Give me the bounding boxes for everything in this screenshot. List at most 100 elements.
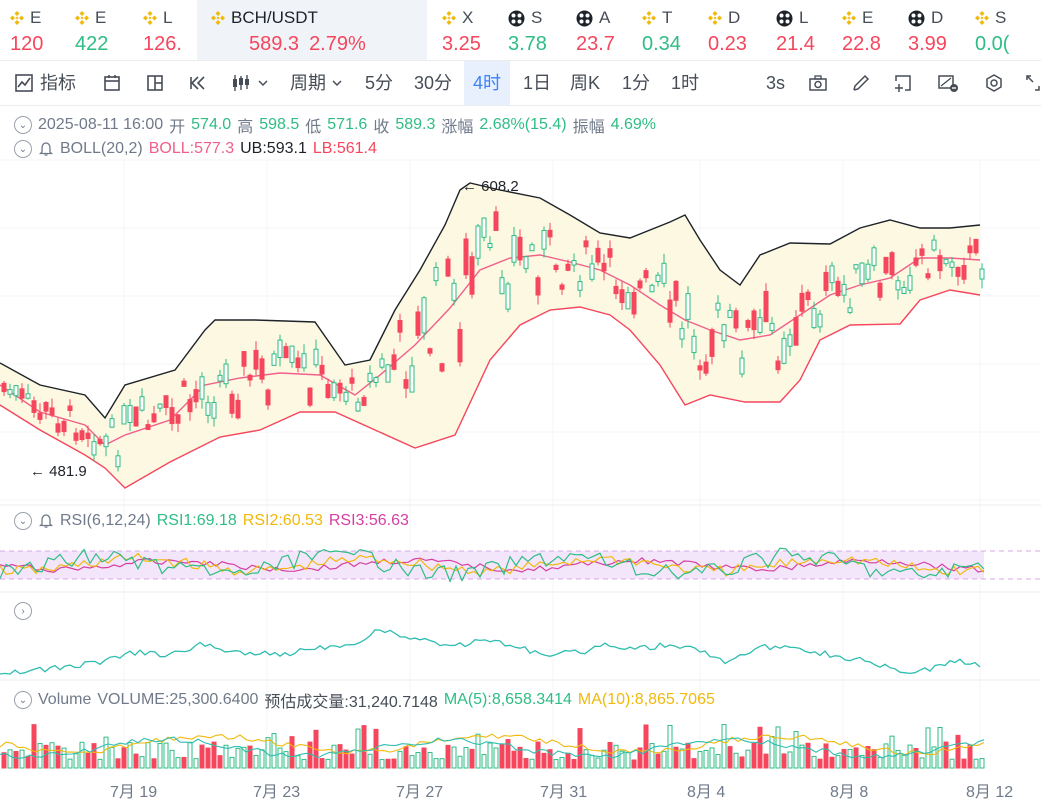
replay-icon[interactable] bbox=[188, 61, 208, 105]
interval-label: 1日 bbox=[523, 73, 552, 93]
bnb-icon bbox=[442, 11, 456, 25]
candle-body bbox=[463, 238, 469, 276]
refresh-rate[interactable]: 3s bbox=[766, 61, 785, 105]
candle-body bbox=[529, 244, 535, 252]
fullscreen-icon[interactable] bbox=[1025, 61, 1041, 105]
candle-body bbox=[403, 379, 409, 389]
interval-1m[interactable]: 1分 bbox=[622, 61, 650, 105]
candle-body bbox=[259, 358, 265, 380]
ticker-item[interactable]: L 126. bbox=[143, 0, 193, 60]
candle-body bbox=[613, 285, 619, 295]
ticker-price: 422 bbox=[75, 33, 109, 55]
candle-body bbox=[163, 395, 169, 409]
rsi-name: RSI(6,12,24) bbox=[60, 512, 151, 529]
volume-bar bbox=[421, 747, 427, 769]
volume-bar bbox=[625, 752, 631, 769]
interval-5m[interactable]: 5分 bbox=[365, 61, 393, 105]
expand-chevron-icon[interactable]: › bbox=[14, 602, 32, 620]
candle-body bbox=[745, 320, 751, 328]
interval-1h[interactable]: 1时 bbox=[671, 61, 699, 105]
ticker-item[interactable]: S 3.78 bbox=[508, 0, 572, 60]
collapse-chevron-icon[interactable]: ⌄ bbox=[14, 140, 32, 158]
volume-bar bbox=[925, 727, 931, 769]
ticker-item[interactable]: D 3.99 bbox=[908, 0, 971, 60]
high-price-value: 608.2 bbox=[481, 178, 519, 195]
add-drawing-icon[interactable] bbox=[893, 61, 913, 105]
collapse-chevron-icon[interactable]: ⌄ bbox=[14, 116, 32, 134]
volume-bar bbox=[331, 744, 337, 769]
candle-body bbox=[637, 280, 643, 289]
settings-icon[interactable] bbox=[984, 61, 1004, 105]
candle-body bbox=[505, 283, 511, 310]
volume-bar bbox=[679, 748, 685, 769]
volume-bar bbox=[853, 747, 859, 769]
clear-drawing-icon[interactable] bbox=[937, 61, 959, 105]
volume-bar bbox=[835, 755, 841, 769]
candle-body bbox=[223, 363, 229, 385]
volume-bar bbox=[31, 724, 37, 769]
ticker-item[interactable]: BCH/USDT 589.3 2.79% bbox=[197, 0, 427, 60]
interval-30m[interactable]: 30分 bbox=[414, 61, 452, 105]
ticker-item[interactable]: T 0.34 bbox=[642, 0, 704, 60]
volume-bar bbox=[43, 744, 49, 769]
ticker-item[interactable]: E 120 bbox=[10, 0, 71, 60]
volume-bar bbox=[967, 744, 973, 769]
period-dropdown[interactable]: 周期 bbox=[290, 61, 342, 105]
ticker-item[interactable]: E 22.8 bbox=[842, 0, 904, 60]
candle-body bbox=[385, 364, 391, 383]
volume-bar bbox=[709, 747, 715, 769]
candle-body bbox=[643, 270, 649, 279]
ticker-item[interactable]: E 422 bbox=[75, 0, 139, 60]
ticker-price: 23.7 bbox=[576, 33, 615, 55]
bnb-icon bbox=[642, 11, 656, 25]
collapse-chevron-icon[interactable]: ⌄ bbox=[14, 512, 32, 530]
volume-bar bbox=[859, 754, 865, 769]
chart-type-dropdown[interactable] bbox=[230, 61, 268, 105]
volume-bar bbox=[427, 752, 433, 769]
candle-body bbox=[31, 400, 37, 413]
high-price-tag: ← 608.2 bbox=[462, 178, 519, 195]
candle-body bbox=[541, 229, 547, 250]
ticker-item[interactable]: X 3.25 bbox=[442, 0, 504, 60]
volume-bar bbox=[145, 742, 151, 769]
ticker-price: 21.4 bbox=[776, 33, 815, 55]
volume-bar bbox=[115, 758, 121, 769]
open-value: 574.0 bbox=[191, 116, 232, 133]
camera-icon[interactable] bbox=[808, 61, 828, 105]
bell-icon[interactable] bbox=[38, 513, 54, 529]
candle-date: 2025-08-11 16:00 bbox=[38, 116, 164, 133]
low-price-tag: ← 481.9 bbox=[30, 463, 87, 480]
indicators-button[interactable]: 指标 bbox=[14, 61, 76, 105]
gate-icon bbox=[908, 10, 925, 27]
candle-body bbox=[685, 293, 691, 320]
volume-bar bbox=[793, 731, 799, 769]
ticker-item[interactable]: D 0.23 bbox=[708, 0, 772, 60]
candle-body bbox=[793, 317, 799, 346]
volume-bar bbox=[415, 752, 421, 769]
ticker-item[interactable]: A 23.7 bbox=[576, 0, 638, 60]
volume-bar bbox=[19, 749, 25, 769]
collapse-chevron-icon[interactable]: ⌄ bbox=[14, 691, 32, 709]
interval-1d[interactable]: 1日 bbox=[523, 61, 551, 105]
candle-body bbox=[175, 414, 181, 424]
interval-1w[interactable]: 周K bbox=[570, 61, 600, 105]
draw-pencil-icon[interactable] bbox=[851, 61, 871, 105]
candle-body bbox=[121, 405, 127, 425]
ticker-item[interactable]: L 21.4 bbox=[776, 0, 838, 60]
candle-body bbox=[409, 365, 415, 393]
bnb-icon bbox=[75, 11, 89, 25]
layout-icon[interactable] bbox=[145, 61, 165, 105]
candle-body bbox=[133, 406, 139, 427]
interval-4h[interactable]: 4时 bbox=[464, 61, 511, 105]
bell-icon[interactable] bbox=[38, 141, 54, 157]
ticker-item[interactable]: S 0.0( bbox=[975, 0, 1041, 60]
candle-body bbox=[283, 346, 289, 359]
candle-body bbox=[607, 248, 613, 258]
ticker-symbol: L bbox=[163, 8, 173, 27]
volume-bar bbox=[79, 741, 85, 769]
calendar-icon[interactable] bbox=[102, 61, 122, 105]
interval-label: 4时 bbox=[473, 73, 502, 93]
volume-bar bbox=[763, 753, 769, 769]
candle-body bbox=[247, 374, 253, 381]
